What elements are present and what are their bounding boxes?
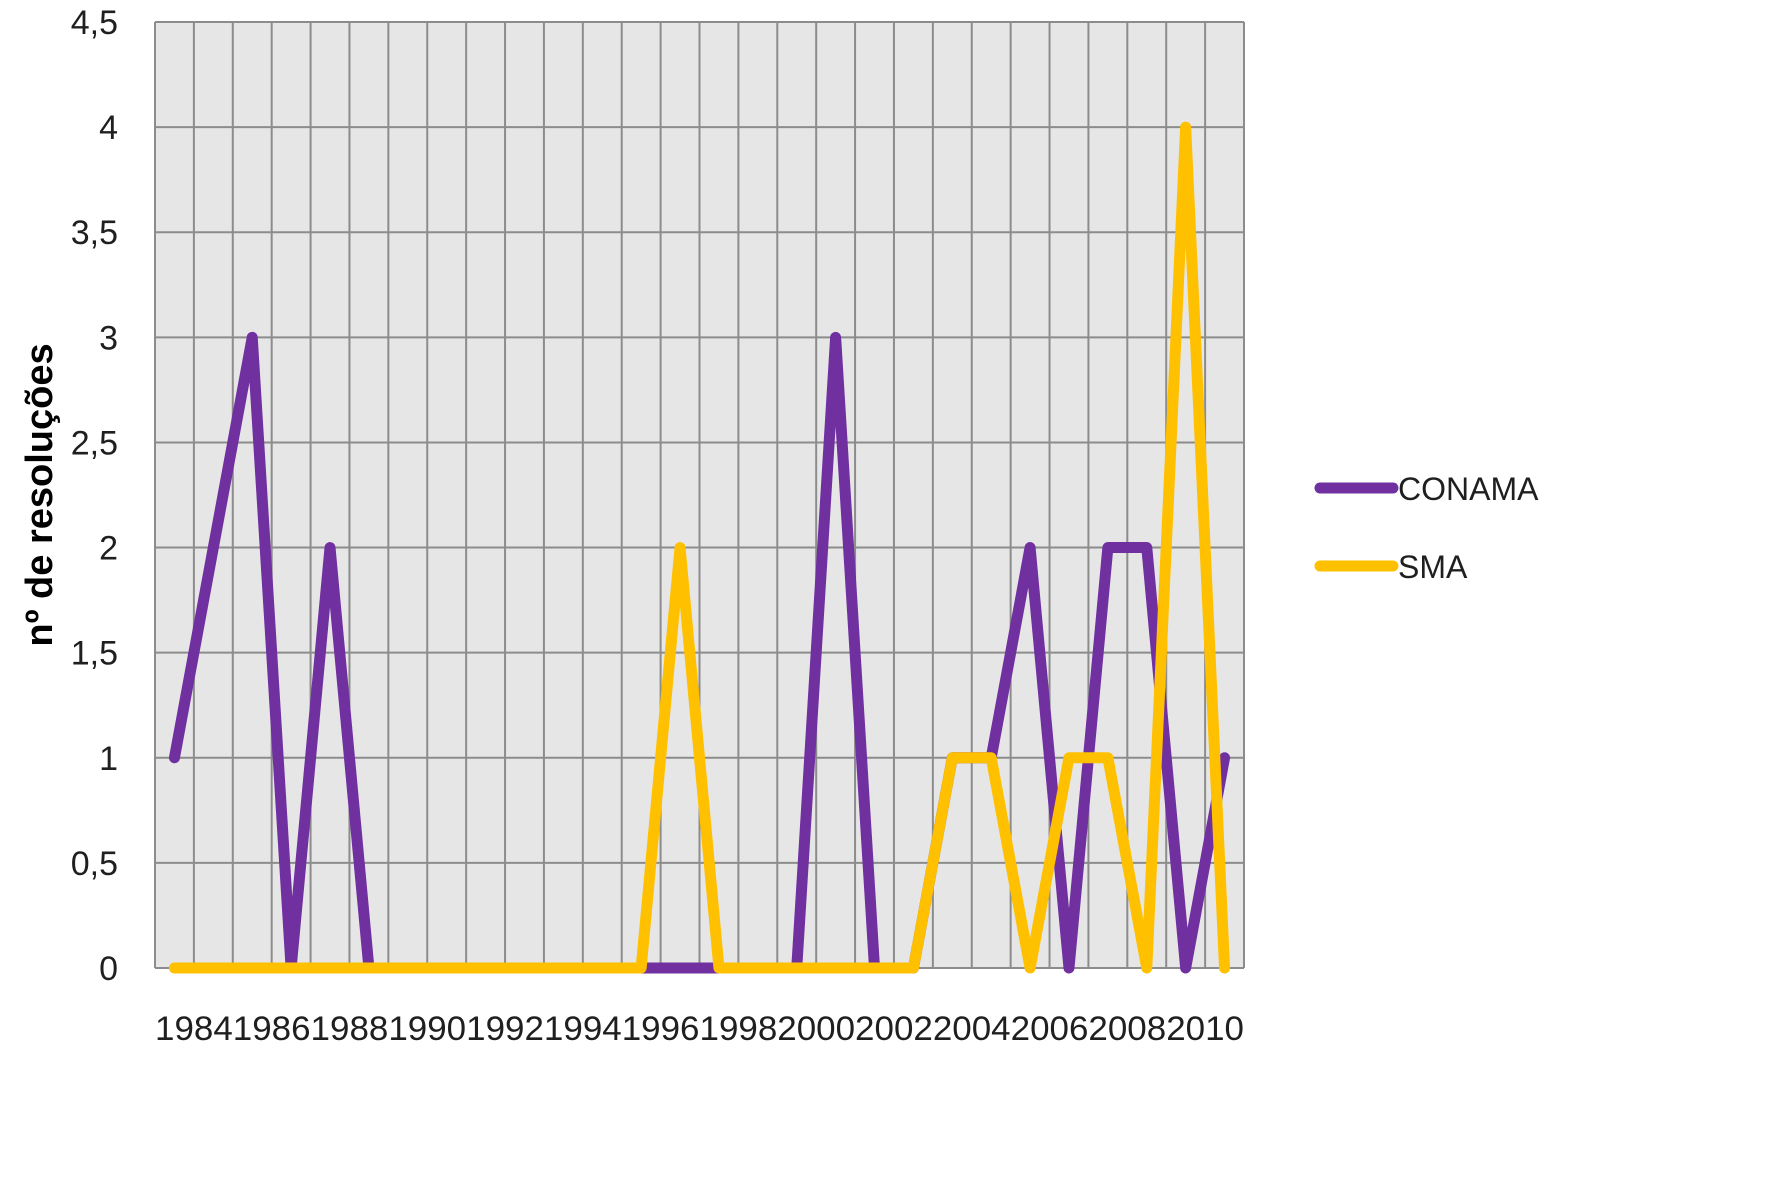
x-tick-label: 1990 — [388, 1010, 466, 1048]
y-tick-label: 1 — [99, 740, 118, 778]
x-tick-label: 1984 — [155, 1010, 233, 1048]
legend-label-conama: CONAMA — [1398, 471, 1539, 507]
legend-label-sma: SMA — [1398, 549, 1468, 585]
legend: CONAMA SMA — [1314, 471, 1539, 585]
y-tick-label: 3,5 — [71, 214, 118, 252]
y-tick-label: 1,5 — [71, 635, 118, 673]
x-tick-label: 2002 — [855, 1010, 933, 1048]
x-axis-ticks: 1984 1986 1988 1990 1992 1994 1996 1998 2000 2002… — [155, 1010, 1244, 1048]
y-tick-label: 0 — [99, 950, 118, 988]
y-tick-label: 3 — [99, 319, 118, 357]
y-tick-label: 4,5 — [71, 4, 118, 42]
y-axis-label: nº de resoluções — [19, 343, 61, 646]
x-tick-label: 2004 — [933, 1010, 1011, 1048]
x-tick-label: 2006 — [1011, 1010, 1089, 1048]
gridlines — [154, 21, 1245, 969]
y-tick-label: 4 — [99, 109, 118, 147]
x-tick-label: 1996 — [622, 1010, 700, 1048]
x-tick-label: 1998 — [700, 1010, 778, 1048]
y-tick-label: 0,5 — [71, 845, 118, 883]
y-tick-label: 2 — [99, 530, 118, 568]
x-tick-label: 1988 — [311, 1010, 389, 1048]
x-tick-label: 1992 — [466, 1010, 544, 1048]
x-tick-label: 2008 — [1088, 1010, 1166, 1048]
series-lines — [168, 121, 1231, 974]
x-tick-label: 2010 — [1166, 1010, 1244, 1048]
series-line-sma — [168, 121, 1231, 974]
x-tick-label: 2000 — [777, 1010, 855, 1048]
x-tick-label: 1994 — [544, 1010, 622, 1048]
y-tick-label: 2,5 — [71, 424, 118, 462]
series-line-conama — [168, 331, 1231, 974]
y-axis-ticks: 0 0,5 1 1,5 2 2,5 3 3,5 4 4,5 — [71, 4, 118, 988]
x-tick-label: 1986 — [233, 1010, 311, 1048]
